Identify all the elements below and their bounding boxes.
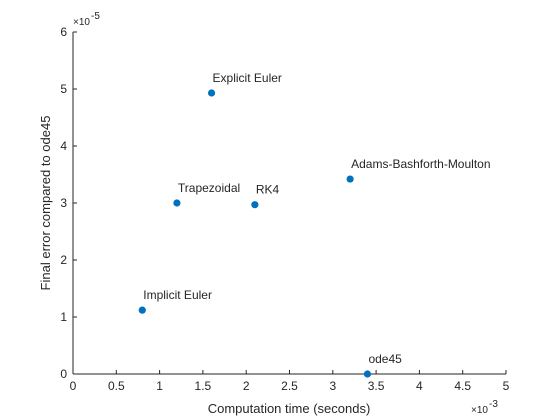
x-exponent-value: -3: [489, 399, 498, 410]
y-tick-label: 3: [60, 196, 67, 210]
x-tick-label: 4.5: [454, 379, 471, 393]
data-point: [346, 175, 354, 183]
data-point-group: Implicit Euler: [138, 288, 212, 314]
y-axis-exponent: ×10 -5: [73, 11, 100, 28]
data-point-group: Explicit Euler: [207, 71, 282, 97]
x-tick-label: 0: [70, 379, 77, 393]
svg-text:×10: ×10: [73, 17, 90, 28]
x-tick-label: 5: [503, 379, 510, 393]
data-point-label: Trapezoidal: [178, 181, 240, 195]
y-axis-label: Final error compared to ode45: [38, 116, 53, 291]
y-tick-label: 4: [60, 139, 67, 153]
x-tick-label: 3: [329, 379, 336, 393]
y-tick-label: 5: [60, 82, 67, 96]
x-axis-label: Computation time (seconds): [208, 401, 371, 416]
x-tick-label: 3.5: [368, 379, 385, 393]
data-point: [207, 89, 216, 97]
data-point-group: Trapezoidal: [173, 181, 240, 207]
data-point-label: Explicit Euler: [213, 71, 282, 85]
y-exponent-value: -5: [91, 11, 100, 22]
data-point-group: Adams-Bashforth-Moulton: [346, 157, 491, 183]
x-tick-label: 0.5: [108, 379, 125, 393]
data-point: [251, 201, 259, 209]
x-tick-label: 4: [416, 379, 423, 393]
axes: 0 0.5 1 1.5 2 2.5 3 3.5 4 4.5 5 0 1 2 3 4 5 6: [60, 25, 509, 393]
x-axis-exponent: ×10 -3: [471, 399, 498, 416]
x-tick-label: 1: [156, 379, 163, 393]
y-tick-label: 0: [60, 367, 67, 381]
data-point-label: ode45: [368, 352, 402, 366]
data-point-label: RK4: [256, 183, 280, 197]
svg-text:×10: ×10: [471, 405, 488, 416]
data-points: Explicit Euler Trapezoidal RK4 Adams-Bashfo…: [138, 71, 491, 378]
data-point-label: Adams-Bashforth-Moulton: [351, 157, 490, 171]
x-tick-label: 2: [243, 379, 250, 393]
x-tick-label: 2.5: [281, 379, 298, 393]
data-point: [138, 306, 146, 314]
data-point-group: RK4: [251, 183, 280, 209]
x-tick-label: 1.5: [195, 379, 212, 393]
data-point: [173, 199, 181, 207]
data-point: [363, 370, 372, 378]
y-tick-label: 2: [60, 253, 67, 267]
y-tick-label: 1: [60, 310, 67, 324]
data-point-group: ode45: [363, 352, 402, 378]
y-tick-label: 6: [60, 25, 67, 39]
data-point-label: Implicit Euler: [143, 288, 212, 302]
